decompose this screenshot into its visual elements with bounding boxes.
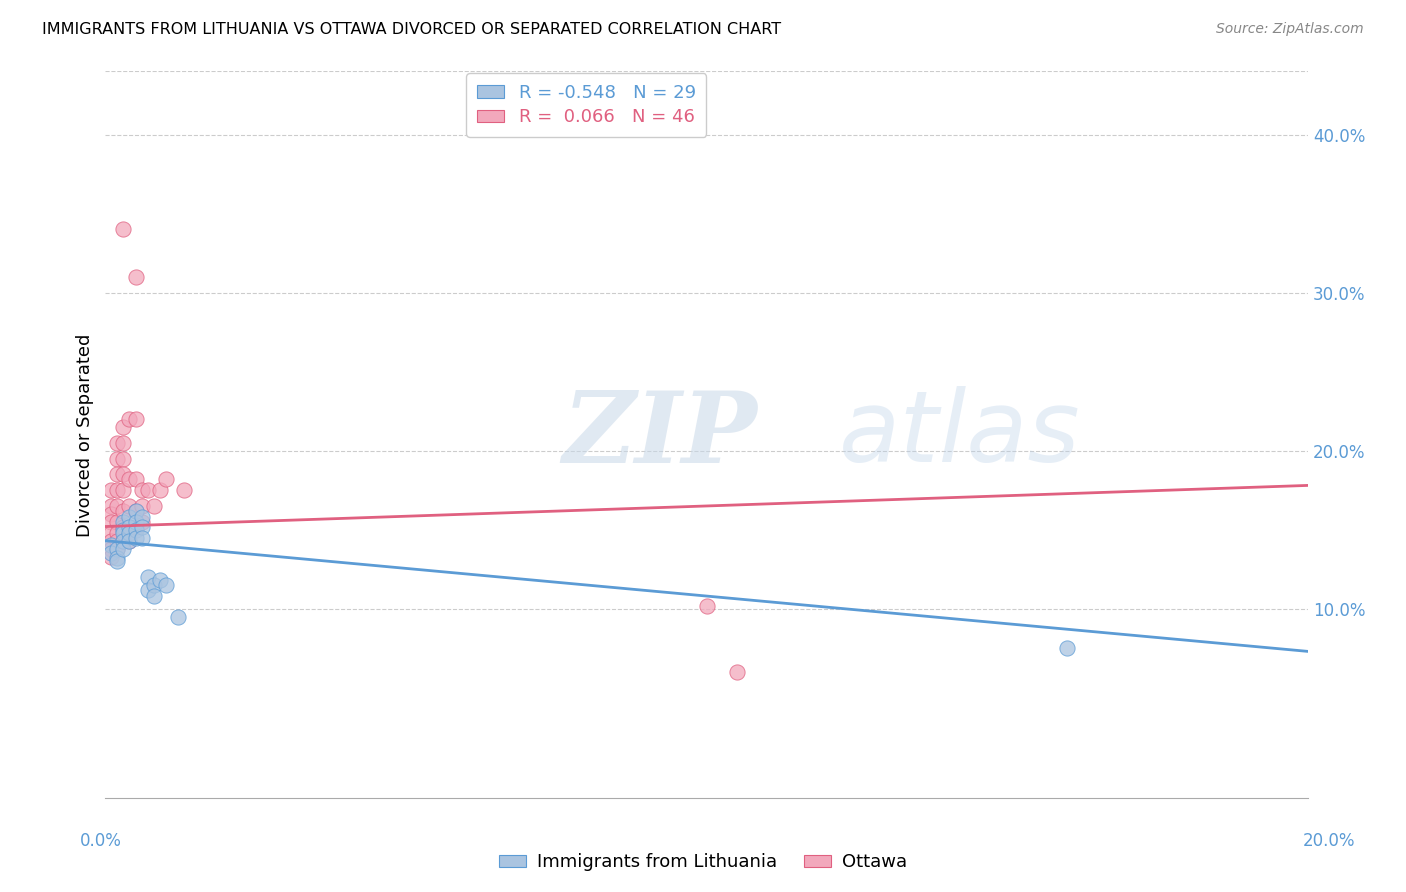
- Point: [118, 510, 141, 524]
- Point: [124, 515, 146, 529]
- Point: [118, 519, 141, 533]
- Point: [142, 589, 165, 603]
- Point: [100, 546, 122, 560]
- Point: [124, 269, 146, 284]
- Text: 20.0%: 20.0%: [1302, 832, 1355, 850]
- Point: [112, 467, 135, 482]
- Point: [100, 549, 122, 564]
- Point: [107, 554, 129, 568]
- Point: [131, 519, 153, 533]
- Point: [100, 541, 122, 556]
- Point: [107, 467, 129, 482]
- Point: [100, 533, 122, 548]
- Text: 0.0%: 0.0%: [80, 832, 122, 850]
- Point: [112, 541, 135, 556]
- Point: [100, 483, 122, 498]
- Point: [107, 451, 129, 466]
- Point: [124, 531, 146, 545]
- Point: [112, 519, 135, 533]
- Point: [100, 525, 122, 540]
- Point: [118, 472, 141, 486]
- Point: [112, 523, 135, 537]
- Point: [148, 483, 170, 498]
- Point: [696, 599, 718, 613]
- Point: [173, 483, 195, 498]
- Point: [124, 412, 146, 426]
- Legend: R = -0.548   N = 29, R =  0.066   N = 46: R = -0.548 N = 29, R = 0.066 N = 46: [467, 73, 706, 137]
- Text: Source: ZipAtlas.com: Source: ZipAtlas.com: [1216, 22, 1364, 37]
- Text: atlas: atlas: [839, 386, 1080, 483]
- Point: [124, 504, 146, 518]
- Point: [100, 539, 122, 553]
- Point: [107, 525, 129, 540]
- Point: [107, 435, 129, 450]
- Point: [131, 531, 153, 545]
- Point: [136, 570, 159, 584]
- Point: [131, 499, 153, 513]
- Point: [118, 533, 141, 548]
- Point: [142, 499, 165, 513]
- Point: [107, 541, 129, 556]
- Point: [112, 222, 135, 236]
- Point: [131, 510, 153, 524]
- Text: IMMIGRANTS FROM LITHUANIA VS OTTAWA DIVORCED OR SEPARATED CORRELATION CHART: IMMIGRANTS FROM LITHUANIA VS OTTAWA DIVO…: [42, 22, 782, 37]
- Point: [107, 515, 129, 529]
- Point: [155, 578, 177, 592]
- Point: [118, 412, 141, 426]
- Point: [142, 578, 165, 592]
- Point: [118, 519, 141, 533]
- Point: [131, 483, 153, 498]
- Point: [112, 533, 135, 548]
- Point: [107, 499, 129, 513]
- Point: [136, 483, 159, 498]
- Point: [112, 420, 135, 434]
- Point: [124, 504, 146, 518]
- Point: [725, 665, 748, 679]
- Point: [155, 472, 177, 486]
- Point: [1056, 641, 1078, 656]
- Point: [112, 533, 135, 548]
- Point: [107, 551, 129, 566]
- Point: [107, 483, 129, 498]
- Point: [131, 515, 153, 529]
- Y-axis label: Divorced or Separated: Divorced or Separated: [76, 334, 94, 536]
- Point: [112, 483, 135, 498]
- Point: [124, 472, 146, 486]
- Point: [100, 507, 122, 521]
- Legend: Immigrants from Lithuania, Ottawa: Immigrants from Lithuania, Ottawa: [492, 847, 914, 879]
- Point: [124, 519, 146, 533]
- Point: [112, 525, 135, 540]
- Point: [148, 574, 170, 588]
- Point: [118, 525, 141, 540]
- Point: [112, 435, 135, 450]
- Point: [100, 515, 122, 529]
- Point: [107, 541, 129, 556]
- Point: [112, 515, 135, 529]
- Point: [136, 582, 159, 597]
- Point: [166, 609, 188, 624]
- Point: [100, 499, 122, 513]
- Point: [112, 504, 135, 518]
- Point: [107, 533, 129, 548]
- Point: [118, 533, 141, 548]
- Point: [118, 499, 141, 513]
- Point: [124, 523, 146, 537]
- Point: [112, 451, 135, 466]
- Text: ZIP: ZIP: [562, 386, 758, 483]
